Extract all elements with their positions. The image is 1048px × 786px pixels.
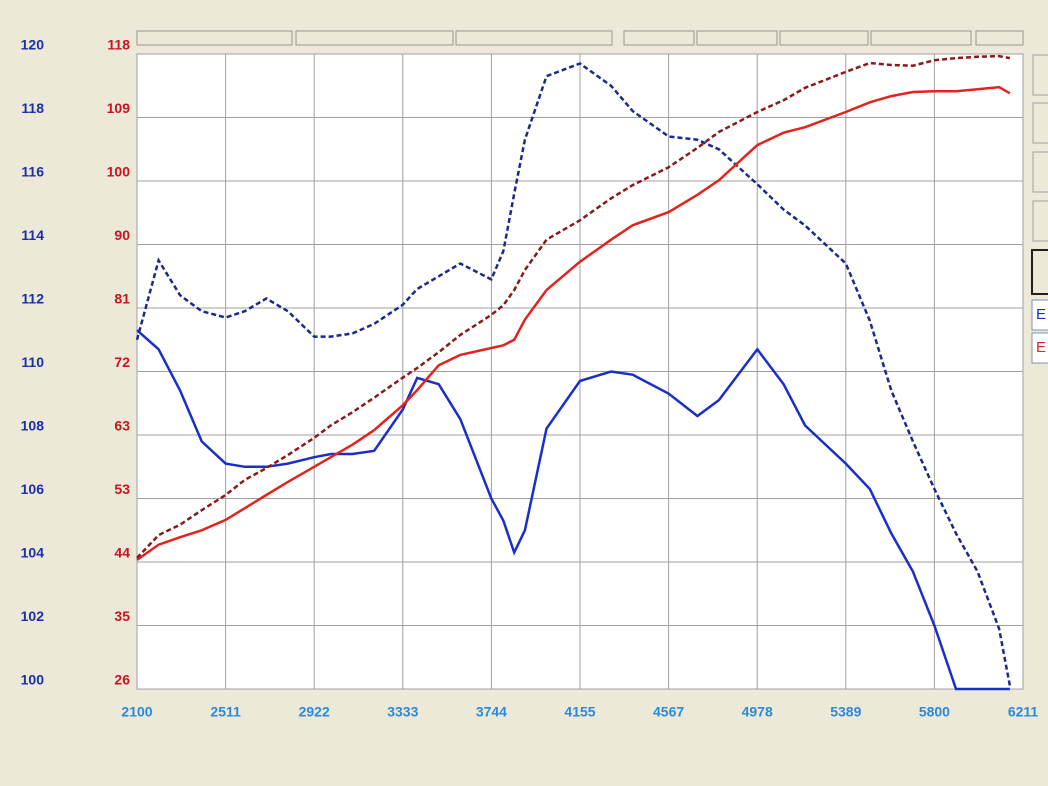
y2-tick-label: 26 — [114, 672, 130, 688]
header-tabs — [136, 30, 1024, 46]
x-tick-label: 5800 — [919, 704, 950, 720]
y-tick-label: 118 — [21, 100, 44, 116]
y2-tick-label: 35 — [114, 608, 130, 624]
legend-button[interactable] — [1031, 332, 1048, 364]
y-tick-label: 112 — [21, 291, 44, 307]
x-tick-label: 4567 — [653, 704, 684, 720]
x-tick-label: 6211 — [1008, 704, 1039, 720]
legend-button-label: E — [1036, 339, 1046, 356]
side-button[interactable] — [1031, 249, 1048, 295]
series-line — [136, 85, 1011, 561]
x-tick-label: 4155 — [564, 704, 595, 720]
y2-tick-label: 100 — [107, 164, 131, 180]
y-tick-label: 108 — [21, 418, 45, 434]
y2-tick-label: 90 — [114, 227, 130, 243]
tab[interactable] — [623, 30, 695, 46]
side-button[interactable] — [1032, 102, 1048, 144]
y2-tick-label: 81 — [114, 291, 130, 307]
x-tick-label: 3333 — [387, 704, 418, 720]
tab[interactable] — [455, 30, 613, 46]
tab[interactable] — [696, 30, 778, 46]
y2-tick-label: 109 — [107, 100, 131, 116]
y-tick-label: 114 — [21, 227, 44, 243]
tab[interactable] — [779, 30, 869, 46]
x-tick-label: 2922 — [299, 704, 330, 720]
side-button[interactable] — [1032, 54, 1048, 96]
y-tick-label: 104 — [21, 545, 45, 561]
y2-tick-label: 118 — [107, 37, 130, 53]
y-tick-label: 116 — [21, 164, 44, 180]
side-button[interactable] — [1032, 151, 1048, 193]
legend-button-label: E — [1036, 306, 1046, 323]
y2-tick-label: 72 — [114, 354, 130, 370]
x-tick-label: 2511 — [210, 704, 241, 720]
tab[interactable] — [295, 30, 454, 46]
y-tick-label: 102 — [21, 608, 45, 624]
x-tick-label: 2100 — [121, 704, 152, 720]
series-line — [135, 62, 1012, 687]
tab[interactable] — [870, 30, 972, 46]
y-tick-label: 106 — [21, 481, 45, 497]
series-line — [136, 329, 1010, 691]
tab[interactable] — [975, 30, 1024, 46]
side-panel — [1031, 54, 1048, 295]
y2-tick-label: 63 — [114, 418, 130, 434]
y-tick-label: 120 — [21, 37, 45, 53]
y-tick-label: 100 — [21, 672, 45, 688]
x-tick-label: 5389 — [830, 704, 861, 720]
x-tick-label: 3744 — [476, 704, 507, 720]
x-tick-label: 4978 — [742, 704, 773, 720]
legend-button[interactable] — [1031, 299, 1048, 331]
tab[interactable] — [136, 30, 293, 46]
y2-tick-label: 44 — [114, 545, 130, 561]
y-tick-label: 110 — [21, 354, 44, 370]
side-button[interactable] — [1032, 200, 1048, 242]
y2-tick-label: 53 — [114, 481, 130, 497]
